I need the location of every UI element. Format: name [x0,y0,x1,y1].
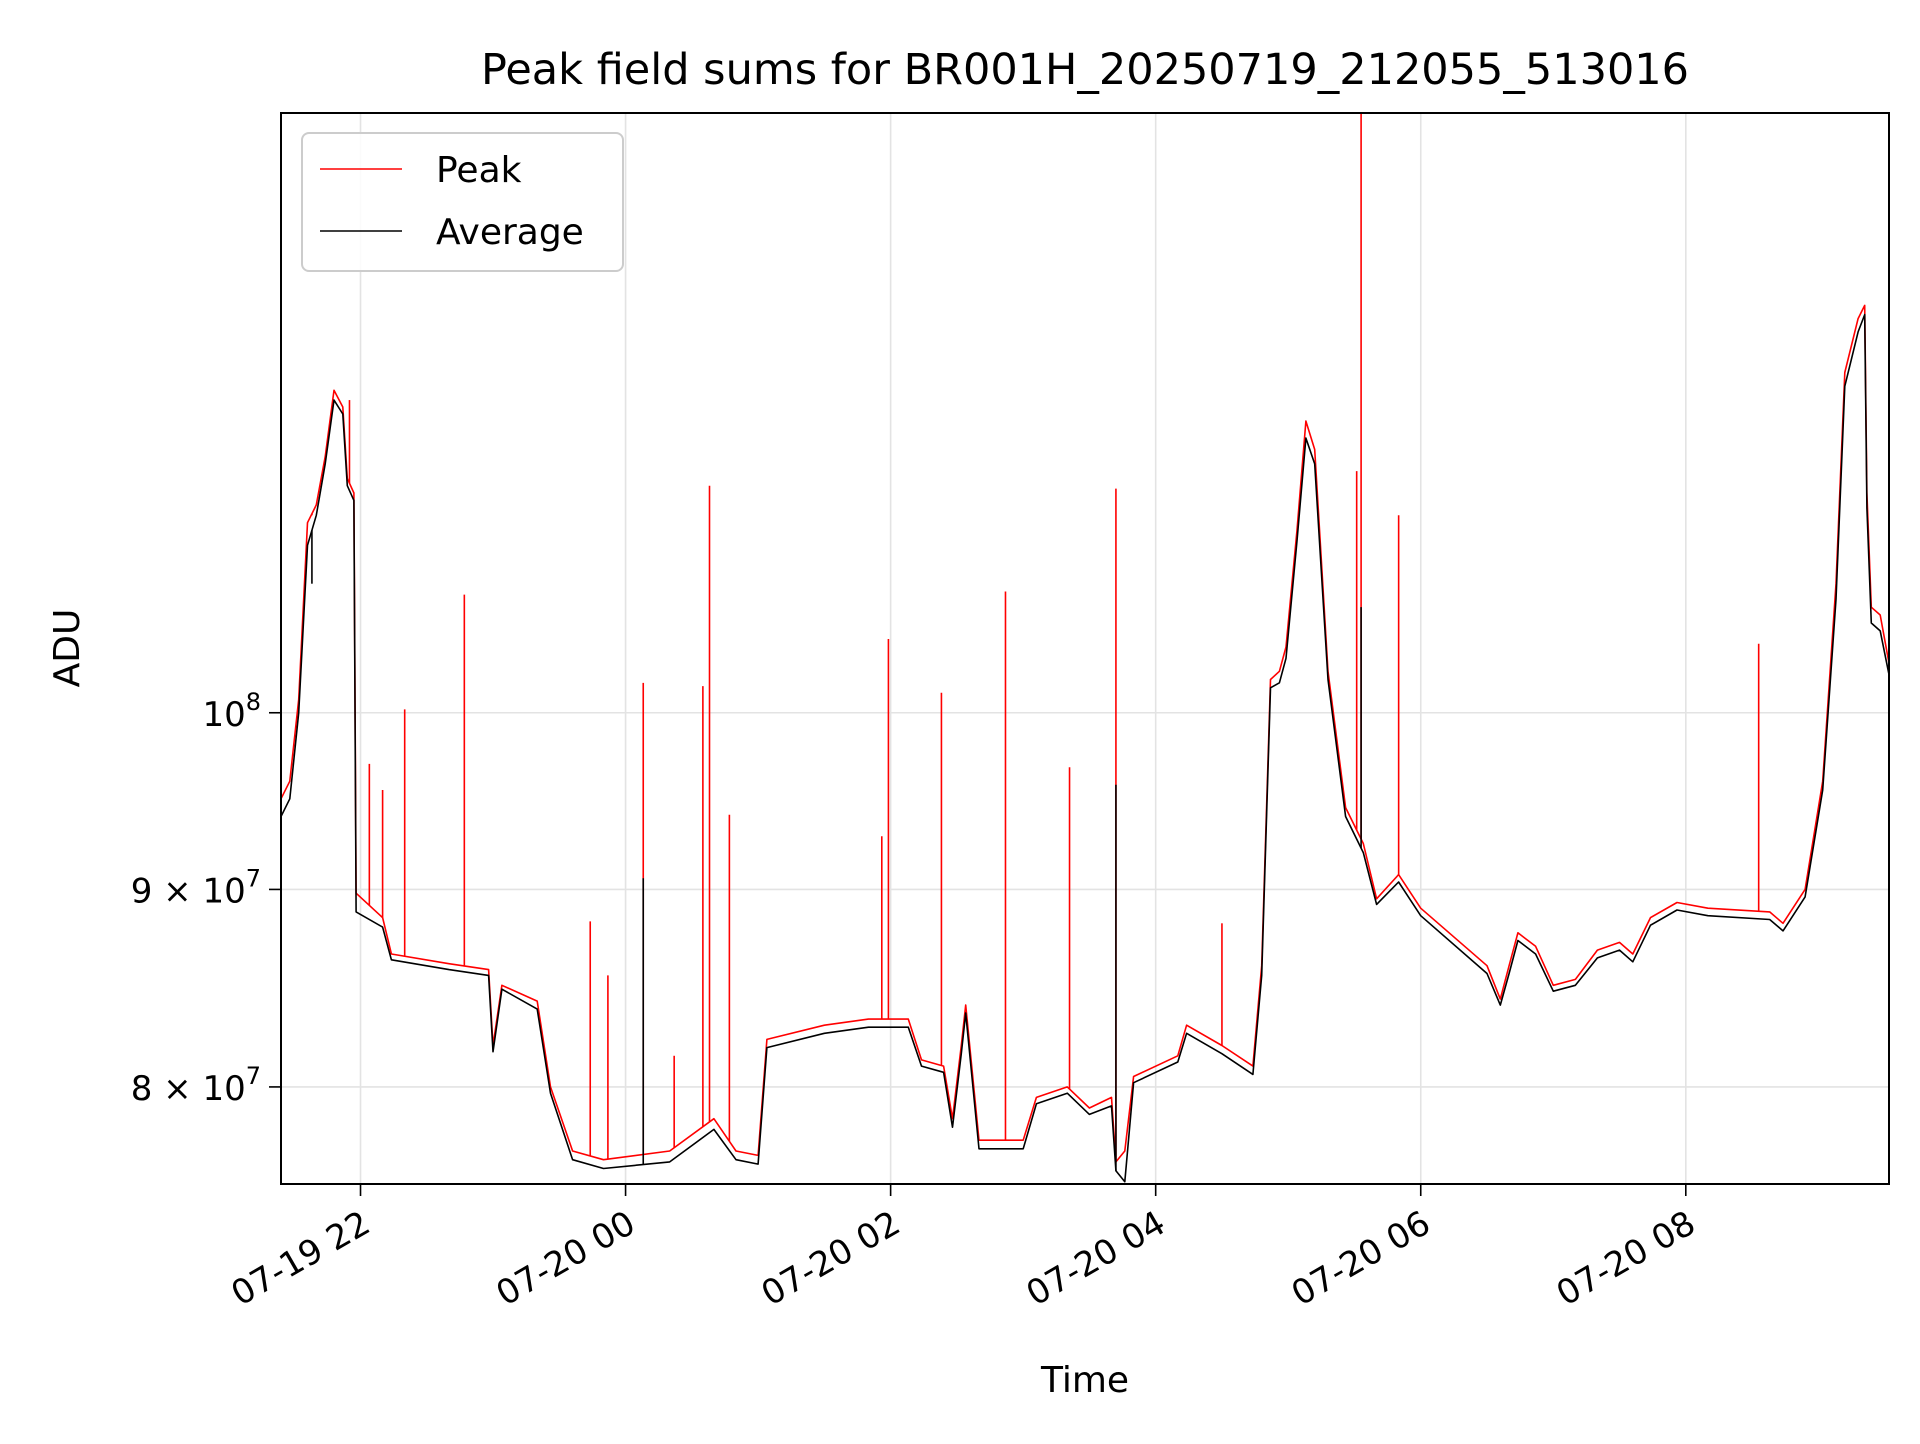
legend: Peak Average [301,132,624,272]
series-line-average [281,313,1889,1183]
y-axis-ticks: 8 × 107 9 × 107 108 [131,688,281,1109]
legend-box [301,132,624,272]
y-tick-label: 108 [202,688,261,735]
x-tick-label: 07-20 06 [1285,1203,1437,1314]
series-line-peak [281,304,1889,1163]
x-axis-ticks: 07-19 22 07-20 00 07-20 02 07-20 04 07-20 06… [225,1184,1702,1314]
x-tick-label: 07-20 00 [490,1203,642,1314]
x-tick-label: 07-19 22 [225,1203,377,1314]
y-tick-label: 8 × 107 [131,1062,261,1109]
x-tick-label: 07-20 04 [1020,1203,1172,1314]
legend-label-peak: Peak [436,150,522,191]
y-tick-label: 9 × 107 [131,864,261,911]
x-tick-label: 07-20 02 [755,1203,907,1314]
x-axis-label: Time [1040,1360,1129,1401]
chart-title: Peak field sums for BR001H_20250719_2120… [481,45,1689,95]
x-tick-label: 07-20 08 [1550,1203,1702,1314]
gridlines [281,113,1889,1184]
y-axis-label: ADU [47,609,88,688]
legend-label-average: Average [436,212,584,253]
plot-frame [280,112,1890,1185]
series-lines [281,113,1889,1183]
